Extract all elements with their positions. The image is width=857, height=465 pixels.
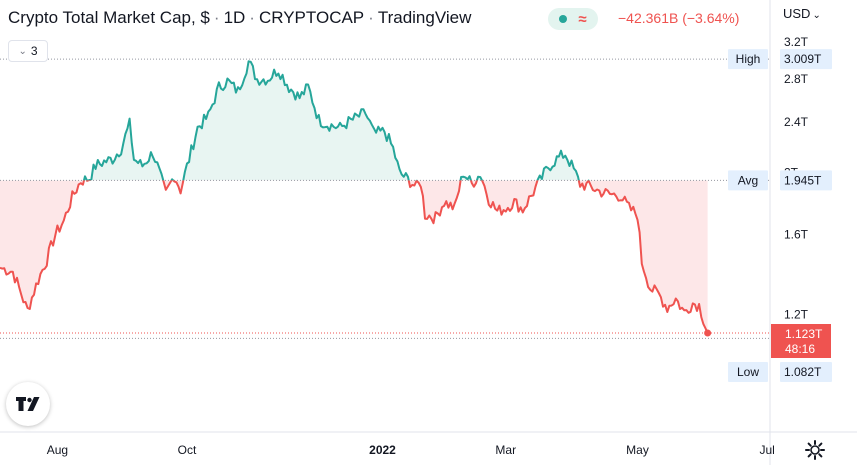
tradingview-logo-icon[interactable]	[6, 382, 50, 426]
y-tick-label: 2.4T	[784, 115, 809, 129]
y-tick-label: 2.8T	[784, 72, 809, 86]
high-value-label: 3.009T	[784, 52, 822, 66]
last-price-dot	[704, 329, 712, 337]
avg-value-bg	[780, 170, 832, 191]
platform-label: TradingView	[377, 8, 472, 27]
high-tag-label: High	[736, 52, 761, 66]
high-tag-bg	[728, 49, 768, 70]
low-tag-label: Low	[737, 365, 759, 379]
indicator-count: 3	[30, 44, 38, 58]
y-tick-label: 1.2T	[784, 308, 809, 322]
low-tag-bg	[728, 362, 768, 382]
last-price-tag-bg	[771, 324, 831, 358]
x-tick-label: Oct	[178, 443, 197, 457]
market-status-dot-icon	[559, 15, 568, 23]
indicator-collapse-button[interactable]: ⌄ 3	[8, 40, 48, 62]
price-line-up	[82, 60, 590, 181]
currency-selector[interactable]: USD ⌄	[783, 6, 821, 21]
avg-value-label: 1.945T	[784, 173, 822, 187]
tv-mark	[16, 397, 40, 411]
area-fill-above-avg	[0, 61, 708, 181]
last-price-label: 1.123T	[785, 327, 823, 341]
x-tick-label: Jul	[759, 443, 774, 457]
symbol-title[interactable]: Crypto Total Market Cap, $	[8, 8, 210, 27]
avg-tag-label: Avg	[738, 173, 758, 187]
source-label: CRYPTOCAP	[258, 8, 365, 27]
low-value-label: 1.082T	[784, 365, 822, 379]
interval-label[interactable]: 1D	[223, 8, 246, 27]
price-line-down	[0, 180, 709, 334]
market-status-badge[interactable]: ≈	[548, 8, 598, 30]
currency-label: USD	[783, 6, 811, 21]
chevron-down-icon: ⌄	[812, 10, 821, 21]
bar-countdown-label: 48:16	[785, 342, 815, 356]
avg-tag-bg	[728, 170, 768, 191]
y-tick-label: 1.6T	[784, 228, 809, 242]
x-tick-label: Aug	[47, 443, 68, 457]
gear-icon[interactable]	[804, 439, 826, 461]
wave-icon: ≈	[578, 10, 587, 28]
chevron-down-icon: ⌄	[18, 45, 27, 57]
y-tick-label: 3.2T	[784, 35, 809, 49]
high-value-bg	[780, 49, 832, 70]
x-tick-label: Mar	[495, 443, 516, 457]
x-tick-label: May	[626, 443, 649, 457]
chart-header: Crypto Total Market Cap, $ · 1D · CRYPTOCAP ·…	[8, 8, 472, 27]
x-tick-label: 2022	[369, 443, 396, 457]
price-change: −42.361B (−3.64%)	[618, 10, 740, 26]
low-value-bg	[780, 362, 832, 382]
